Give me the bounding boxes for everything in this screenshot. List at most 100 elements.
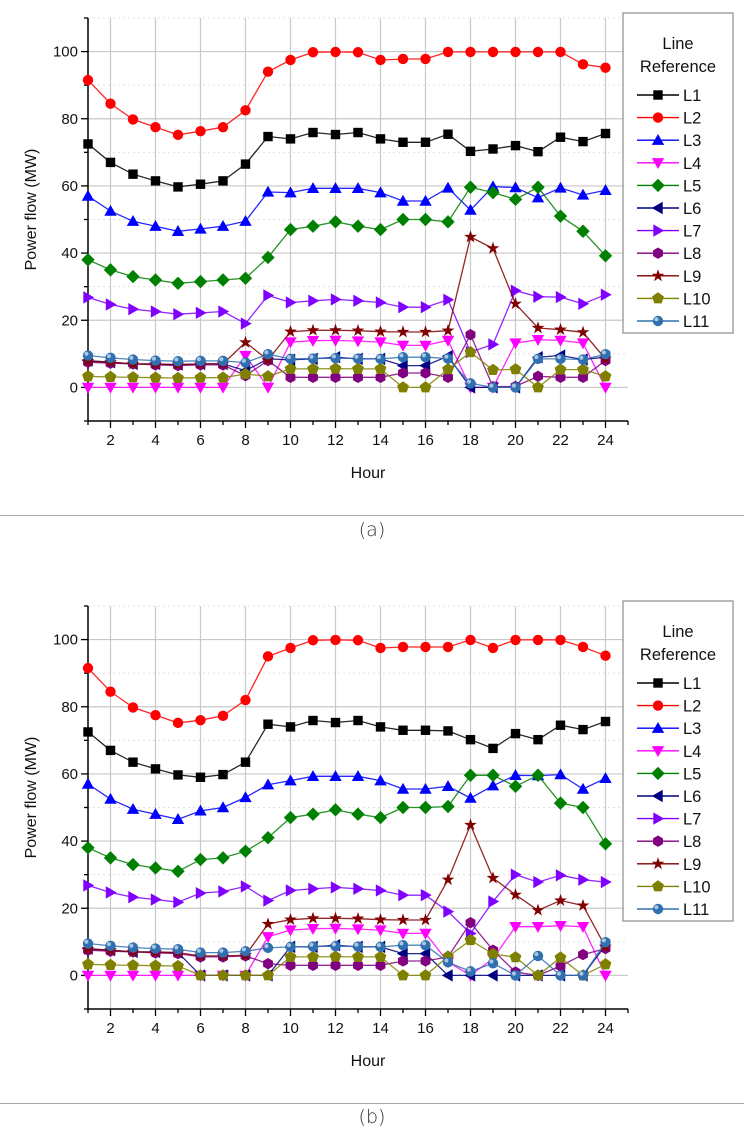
series-line-l11 xyxy=(87,941,607,977)
data-point-l5 xyxy=(351,219,365,233)
data-point-l4 xyxy=(239,350,252,362)
data-point-l4 xyxy=(599,970,612,982)
legend-item-l3: L3 xyxy=(637,132,701,150)
data-point-l10 xyxy=(127,959,139,971)
data-point-l4 xyxy=(374,337,387,349)
data-point-l5 xyxy=(81,841,95,855)
data-point-l2 xyxy=(352,47,364,58)
data-point-l10 xyxy=(239,969,252,981)
data-point-l5 xyxy=(598,249,613,263)
data-point-l7 xyxy=(263,894,275,907)
data-point-l2 xyxy=(307,635,319,646)
data-point-l3 xyxy=(284,186,297,198)
series-line-l5 xyxy=(87,774,607,872)
legend-title-line1: Line xyxy=(662,35,693,53)
data-point-l10 xyxy=(577,363,589,375)
data-point-l9 xyxy=(261,917,275,930)
data-point-l10 xyxy=(104,958,117,971)
data-point-l5 xyxy=(486,185,500,200)
data-point-l9 xyxy=(576,325,590,338)
x-tick-label: 4 xyxy=(151,1020,159,1037)
data-point-l1 xyxy=(578,724,588,735)
data-point-l10 xyxy=(217,371,229,383)
data-point-l9 xyxy=(396,913,410,926)
data-point-l2 xyxy=(465,634,476,646)
data-point-l3 xyxy=(126,214,140,226)
data-point-l2 xyxy=(82,74,94,86)
data-point-l4 xyxy=(441,335,455,347)
data-point-l3 xyxy=(351,182,365,193)
data-point-l11 xyxy=(285,353,296,365)
legend-marker xyxy=(651,178,665,193)
data-point-l11 xyxy=(285,941,296,953)
series-line-l11 xyxy=(87,353,606,389)
data-point-l1 xyxy=(263,131,273,142)
data-point-l4 xyxy=(374,925,387,937)
data-point-l11 xyxy=(352,353,364,364)
data-point-l7 xyxy=(83,291,95,304)
data-point-l11 xyxy=(105,940,116,952)
legend-label: L10 xyxy=(683,290,711,308)
series-l10 xyxy=(82,933,612,981)
legend-label: L8 xyxy=(683,833,701,851)
series-line-l6 xyxy=(87,944,607,977)
data-point-l3 xyxy=(419,782,432,794)
data-point-l3 xyxy=(81,777,95,789)
series-line-l7 xyxy=(87,289,606,354)
data-point-l1 xyxy=(218,769,228,780)
data-point-l5 xyxy=(126,269,140,284)
series-line-l1 xyxy=(87,131,606,188)
data-point-l10 xyxy=(419,969,432,981)
legend-marker xyxy=(653,812,665,825)
y-tick-label: 100 xyxy=(53,632,78,649)
data-point-l5 xyxy=(531,180,545,194)
data-point-l4 xyxy=(531,922,545,933)
data-point-l3 xyxy=(194,222,207,234)
data-point-l7 xyxy=(218,305,230,318)
data-point-l1 xyxy=(105,157,116,168)
data-point-l3 xyxy=(81,189,95,201)
series-l7 xyxy=(83,868,612,940)
legend-label: L3 xyxy=(683,720,701,738)
data-point-l7 xyxy=(353,882,365,895)
legend-label: L11 xyxy=(683,313,709,331)
data-point-l5 xyxy=(508,779,523,794)
data-point-l4 xyxy=(509,338,522,350)
data-point-l5 xyxy=(216,851,230,865)
legend: Line Reference L1 L2 L3 L4 L5 L6 L7 L8 L9 L10 L11 xyxy=(622,600,734,922)
series-line-l5 xyxy=(87,186,606,284)
legend-label: L11 xyxy=(683,901,709,919)
data-point-l2 xyxy=(195,714,206,726)
data-point-l4 xyxy=(149,382,162,394)
data-point-l8 xyxy=(375,959,386,972)
data-point-l2 xyxy=(262,66,274,77)
data-point-l1 xyxy=(218,176,228,186)
x-axis-title: Hour xyxy=(351,1053,386,1070)
data-point-l7 xyxy=(488,338,500,351)
legend-item-l1: L1 xyxy=(637,87,701,105)
data-point-l2 xyxy=(600,650,611,661)
data-point-l7 xyxy=(600,288,612,301)
legend-item-l4: L4 xyxy=(637,743,701,761)
data-point-l5 xyxy=(598,837,613,851)
data-point-l9 xyxy=(486,871,500,884)
data-point-l3 xyxy=(104,204,117,216)
legend-item-l10: L10 xyxy=(637,878,711,896)
y-tick-label: 80 xyxy=(61,699,78,716)
data-point-l1 xyxy=(375,722,386,732)
data-point-l9 xyxy=(351,911,365,925)
data-point-l3 xyxy=(171,813,185,824)
legend-marker xyxy=(652,880,664,892)
data-point-l9 xyxy=(284,912,297,926)
data-point-l5 xyxy=(193,852,208,867)
data-point-l2 xyxy=(262,651,274,662)
x-tick-label: 10 xyxy=(282,1020,299,1037)
data-point-l8 xyxy=(443,371,453,384)
data-point-l7 xyxy=(510,284,522,297)
data-point-l9 xyxy=(554,893,567,906)
data-point-l7 xyxy=(263,289,275,302)
data-point-l9 xyxy=(441,873,455,886)
data-point-l5 xyxy=(486,768,500,782)
data-point-l5 xyxy=(441,799,455,814)
chart-panel-a: 0 20 40 60 80 100 2 4 6 8 10 12 14 16 18 20 22 24 Hour Powe… xyxy=(0,0,744,515)
